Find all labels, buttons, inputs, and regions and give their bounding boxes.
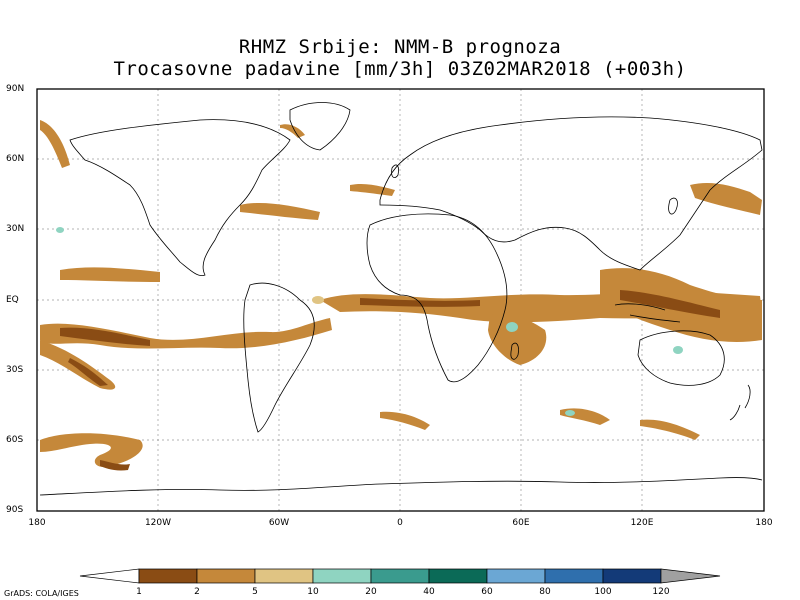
y-label-30n: 30N <box>6 224 25 234</box>
colorbar-label-2: 2 <box>194 587 200 597</box>
colorbar-swatch-1 <box>138 568 198 584</box>
x-label-60e: 60E <box>512 518 530 528</box>
x-label-180w: 180 <box>28 518 46 528</box>
colorbar-label-5: 5 <box>252 587 258 597</box>
colorbar-label-120: 120 <box>652 587 670 597</box>
y-label-60s: 60S <box>6 435 24 445</box>
colorbar-label-10: 10 <box>307 587 319 597</box>
colorbar-swatch-7 <box>486 568 546 584</box>
coastlines <box>39 102 763 496</box>
title-line-1: RHMZ Srbije: NMM-B prognoza <box>238 36 562 58</box>
colorbar-low-arrow <box>79 568 140 584</box>
colorbar-swatch-2 <box>196 568 256 584</box>
colorbar-swatch-3 <box>254 568 314 584</box>
x-label-0: 0 <box>397 518 403 528</box>
precipitation-fields <box>40 120 762 471</box>
colorbar-swatch-4 <box>312 568 372 584</box>
y-label-eq: EQ <box>6 295 19 305</box>
colorbar-label-100: 100 <box>594 587 612 597</box>
title-line-2: Trocasovne padavine [mm/3h] 03Z02MAR2018… <box>113 58 687 80</box>
x-label-180e: 180 <box>755 518 773 528</box>
y-label-90s: 90S <box>6 505 24 515</box>
colorbar-label-1: 1 <box>136 587 142 597</box>
colorbar-label-40: 40 <box>423 587 435 597</box>
y-label-60n: 60N <box>6 154 25 164</box>
plot-frame <box>36 88 765 512</box>
x-label-120w: 120W <box>144 518 172 528</box>
x-label-60w: 60W <box>268 518 290 528</box>
y-label-30s: 30S <box>6 365 24 375</box>
colorbar-swatch-6 <box>428 568 488 584</box>
colorbar-label-60: 60 <box>481 587 493 597</box>
grads-credit: GrADS: COLA/IGES <box>4 589 79 598</box>
colorbar-swatch-9 <box>602 568 662 584</box>
colorbar-high-arrow <box>660 568 721 584</box>
x-label-120e: 120E <box>630 518 654 528</box>
colorbar-label-20: 20 <box>365 587 377 597</box>
colorbar <box>79 568 721 584</box>
colorbar-swatch-8 <box>544 568 604 584</box>
colorbar-swatch-5 <box>370 568 430 584</box>
y-label-90n: 90N <box>6 84 25 94</box>
colorbar-label-80: 80 <box>539 587 551 597</box>
